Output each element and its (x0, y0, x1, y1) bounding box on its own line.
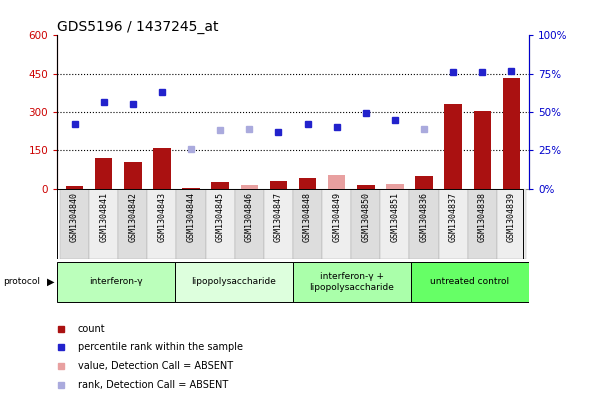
Text: GDS5196 / 1437245_at: GDS5196 / 1437245_at (57, 20, 219, 34)
Bar (386, 184, 404, 189)
Bar (322, 189, 351, 259)
Bar (177, 189, 206, 259)
Text: interferon-γ: interferon-γ (90, 277, 143, 286)
Bar (328, 174, 346, 189)
Text: interferon-γ +
lipopolysaccharide: interferon-γ + lipopolysaccharide (310, 272, 394, 292)
Bar (264, 189, 293, 259)
Text: GSM1304845: GSM1304845 (216, 192, 225, 242)
Bar (497, 189, 526, 259)
Text: GSM1304836: GSM1304836 (419, 192, 429, 242)
Text: GSM1304844: GSM1304844 (186, 192, 195, 242)
Text: protocol: protocol (3, 277, 40, 286)
Bar (118, 189, 147, 259)
Text: GSM1304850: GSM1304850 (361, 192, 370, 242)
Text: GSM1304846: GSM1304846 (245, 192, 254, 242)
Bar (270, 181, 287, 189)
Text: ▶: ▶ (47, 277, 54, 287)
Text: GSM1304849: GSM1304849 (332, 192, 341, 242)
Bar (444, 104, 462, 189)
Text: GSM1304839: GSM1304839 (507, 192, 516, 242)
Text: GSM1304847: GSM1304847 (274, 192, 283, 242)
Bar (380, 189, 409, 259)
Bar (89, 189, 118, 259)
Bar (153, 148, 171, 189)
Bar (124, 162, 142, 189)
Bar (235, 189, 264, 259)
Bar (293, 262, 411, 302)
Bar (293, 189, 322, 259)
Bar (409, 189, 439, 259)
Bar (439, 189, 468, 259)
Bar (147, 189, 177, 259)
Bar (357, 185, 374, 189)
Text: percentile rank within the sample: percentile rank within the sample (78, 342, 243, 353)
Bar (240, 185, 258, 189)
Text: GSM1304848: GSM1304848 (303, 192, 312, 242)
Bar (415, 176, 433, 189)
Bar (502, 77, 520, 189)
Bar (175, 262, 293, 302)
Bar (95, 158, 112, 189)
Bar (60, 189, 89, 259)
Text: GSM1304838: GSM1304838 (478, 192, 487, 242)
Bar (411, 262, 529, 302)
Text: GSM1304851: GSM1304851 (391, 192, 400, 242)
Bar (468, 189, 497, 259)
Bar (57, 262, 175, 302)
Text: GSM1304840: GSM1304840 (70, 192, 79, 242)
Text: GSM1304842: GSM1304842 (129, 192, 137, 242)
Bar (206, 189, 235, 259)
Text: untreated control: untreated control (430, 277, 510, 286)
Bar (299, 178, 316, 189)
Text: GSM1304841: GSM1304841 (99, 192, 108, 242)
Bar (212, 182, 229, 189)
Text: lipopolysaccharide: lipopolysaccharide (192, 277, 276, 286)
Text: GSM1304843: GSM1304843 (157, 192, 166, 242)
Bar (182, 188, 200, 189)
Text: rank, Detection Call = ABSENT: rank, Detection Call = ABSENT (78, 380, 228, 390)
Text: value, Detection Call = ABSENT: value, Detection Call = ABSENT (78, 361, 233, 371)
Bar (351, 189, 380, 259)
Bar (474, 111, 491, 189)
Text: GSM1304837: GSM1304837 (449, 192, 457, 242)
Bar (66, 186, 84, 189)
Text: count: count (78, 323, 105, 334)
